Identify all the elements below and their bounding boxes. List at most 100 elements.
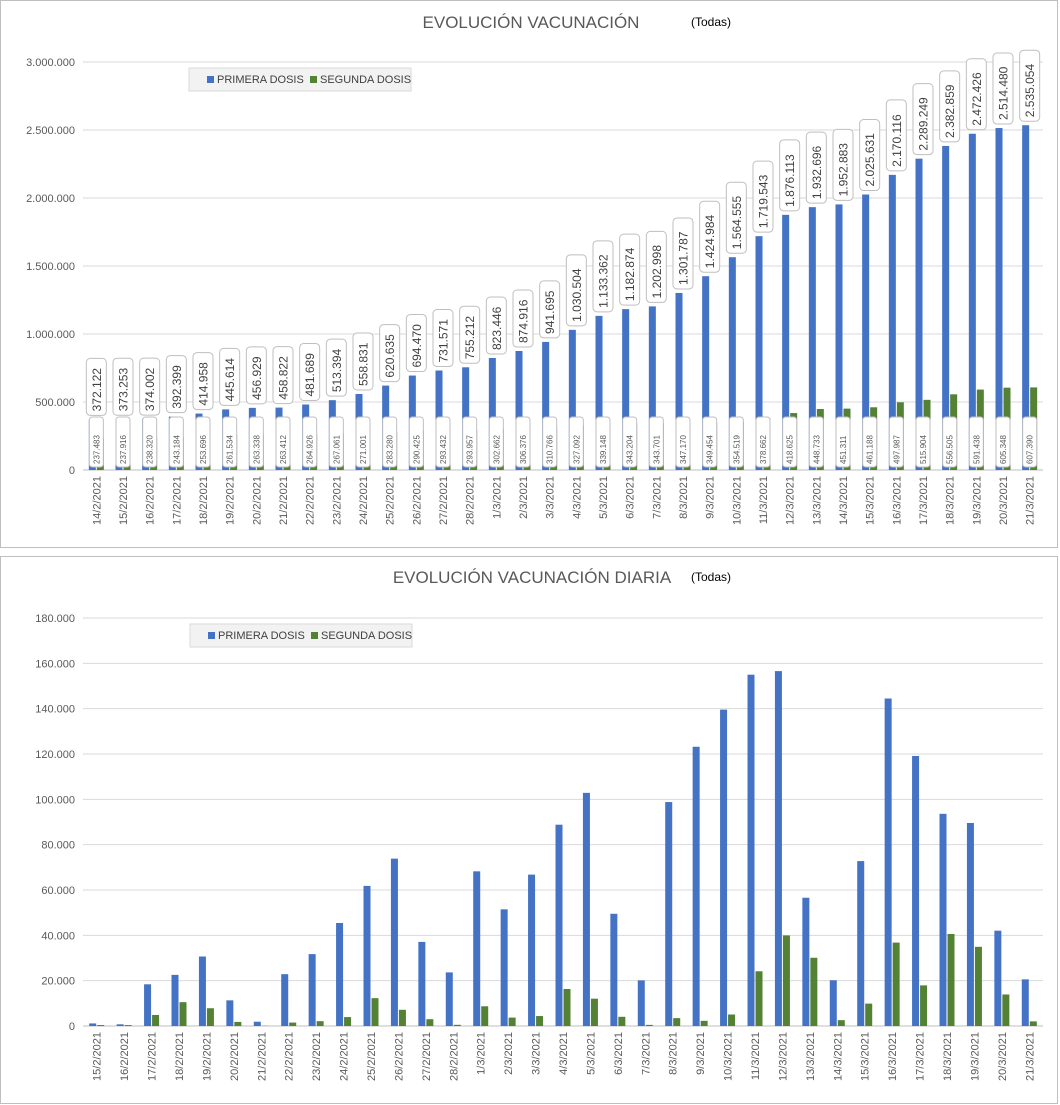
data-label-box	[805, 131, 827, 204]
bar-primera-dosis	[774, 671, 782, 1026]
x-tick-label: 8/3/2021	[678, 476, 690, 519]
data-label-segunda-dosis: 264.926	[306, 435, 315, 464]
chart-panel-total: EVOLUCIÓN VACUNACIÓN (Todas) 0 500.000 1.000…	[0, 0, 1058, 548]
x-tick-label: 19/2/2021	[225, 476, 237, 525]
x-tick-label: 16/3/2021	[891, 476, 903, 525]
data-label-primera-dosis: 1.719.543	[757, 174, 771, 228]
x-tick-label: 10/3/2021	[723, 1032, 735, 1081]
bar-primera-dosis	[665, 802, 673, 1026]
bar-primera-dosis	[912, 755, 920, 1026]
y-tick-label: 60.000	[41, 885, 75, 897]
bar-segunda-dosis	[1029, 1021, 1037, 1026]
data-label-box	[112, 357, 134, 416]
data-label-primera-dosis: 1.202.998	[650, 245, 664, 299]
data-label-segunda-dosis: 343.701	[652, 435, 661, 464]
bar-segunda-dosis	[508, 1017, 516, 1026]
x-tick-label: 23/2/2021	[331, 476, 343, 525]
bar-primera-dosis	[915, 158, 923, 470]
bar-primera-dosis	[390, 858, 398, 1026]
data-label-primera-dosis: 1.932.696	[810, 145, 824, 199]
x-tick-label: 20/3/2021	[998, 476, 1010, 525]
x-tick-label: 8/3/2021	[668, 1032, 680, 1075]
bar-segunda-dosis	[618, 1016, 626, 1026]
data-label-box	[462, 416, 478, 468]
data-label-box	[622, 416, 638, 468]
bar-segunda-dosis	[152, 1014, 160, 1026]
x-tick-label: 6/3/2021	[613, 1032, 625, 1075]
bar-segunda-dosis	[398, 1009, 406, 1026]
x-tick-label: 22/2/2021	[284, 1032, 296, 1081]
data-label-primera-dosis: 481.689	[303, 353, 317, 397]
x-tick-label: 27/2/2021	[438, 476, 450, 525]
data-label-primera-dosis: 1.564.555	[730, 196, 744, 250]
x-tick-label: 1/3/2021	[476, 1032, 488, 1075]
data-label-box	[752, 160, 774, 233]
bar-primera-dosis	[692, 746, 700, 1026]
x-tick-label: 18/2/2021	[174, 1032, 186, 1081]
bar-segunda-dosis	[810, 957, 818, 1026]
data-label-primera-dosis: 374.002	[143, 367, 157, 411]
legend	[188, 67, 412, 92]
y-tick-label: 120.000	[35, 749, 75, 761]
legend-swatch-segunda-dosis	[310, 76, 317, 83]
data-label-primera-dosis: 731.571	[437, 319, 451, 363]
legend-label-segunda-dosis: SEGUNDA DOSIS	[320, 74, 411, 86]
data-label-box	[515, 416, 531, 468]
x-tick-label: 24/2/2021	[339, 1032, 351, 1081]
bar-primera-dosis	[966, 822, 974, 1026]
bar-segunda-dosis	[234, 1021, 242, 1026]
bar-primera-dosis	[968, 133, 976, 470]
data-label-box	[512, 289, 534, 348]
y-tick-label: 500.000	[35, 397, 75, 409]
data-label-primera-dosis: 755.212	[463, 316, 477, 360]
bar-primera-dosis	[720, 709, 728, 1026]
data-label-box	[408, 416, 424, 468]
legend-label-primera-dosis: PRIMERA DOSIS	[218, 630, 305, 642]
bar-primera-dosis	[253, 1021, 261, 1026]
y-tick-label: 40.000	[41, 930, 75, 942]
data-label-box	[995, 416, 1011, 468]
bar-segunda-dosis	[316, 1021, 324, 1026]
data-label-box	[645, 230, 667, 303]
data-label-box	[115, 416, 131, 468]
data-label-box	[968, 416, 984, 468]
bar-segunda-dosis	[700, 1020, 708, 1026]
x-tick-label: 15/3/2021	[860, 1032, 872, 1081]
x-tick-label: 24/2/2021	[358, 476, 370, 525]
data-label-box	[405, 314, 427, 373]
data-label-box	[222, 416, 238, 468]
data-label-box	[88, 416, 104, 468]
data-label-primera-dosis: 2.514.480	[997, 66, 1011, 120]
data-label-segunda-dosis: 283.280	[386, 435, 395, 464]
bar-primera-dosis	[555, 824, 563, 1026]
data-label-segunda-dosis: 607.390	[1026, 435, 1035, 464]
bar-segunda-dosis	[947, 933, 955, 1026]
x-tick-label: 26/2/2021	[393, 1032, 405, 1081]
data-label-primera-dosis: 620.635	[383, 334, 397, 378]
chart-title: EVOLUCIÓN VACUNACIÓN	[423, 13, 640, 32]
bar-primera-dosis	[363, 885, 371, 1026]
x-tick-label: 11/3/2021	[758, 476, 770, 524]
x-tick-label: 21/2/2021	[256, 1032, 268, 1081]
bar-primera-dosis	[171, 974, 179, 1026]
x-tick-label: 7/3/2021	[640, 1032, 652, 1075]
bar-primera-dosis	[226, 1000, 234, 1026]
data-label-primera-dosis: 1.133.362	[597, 254, 611, 308]
x-tick-label: 23/2/2021	[311, 1032, 323, 1081]
x-tick-label: 10/3/2021	[731, 476, 743, 525]
x-tick-label: 21/3/2021	[1024, 1032, 1036, 1081]
x-tick-label: 17/3/2021	[915, 1032, 927, 1081]
x-tick-label: 21/3/2021	[1025, 476, 1037, 525]
data-label-segunda-dosis: 267.061	[332, 435, 341, 464]
chart-subtitle: (Todas)	[691, 570, 731, 584]
data-label-primera-dosis: 1.182.874	[623, 247, 637, 301]
x-tick-label: 13/3/2021	[805, 1032, 817, 1081]
bar-segunda-dosis	[453, 1024, 461, 1026]
data-label-box	[139, 357, 161, 416]
data-label-primera-dosis: 2.382.859	[943, 84, 957, 138]
x-tick-label: 25/2/2021	[385, 476, 397, 525]
data-label-box	[619, 233, 641, 306]
bar-primera-dosis	[281, 974, 289, 1026]
data-label-segunda-dosis: 327.092	[572, 435, 581, 464]
bar-segunda-dosis	[97, 1025, 105, 1026]
